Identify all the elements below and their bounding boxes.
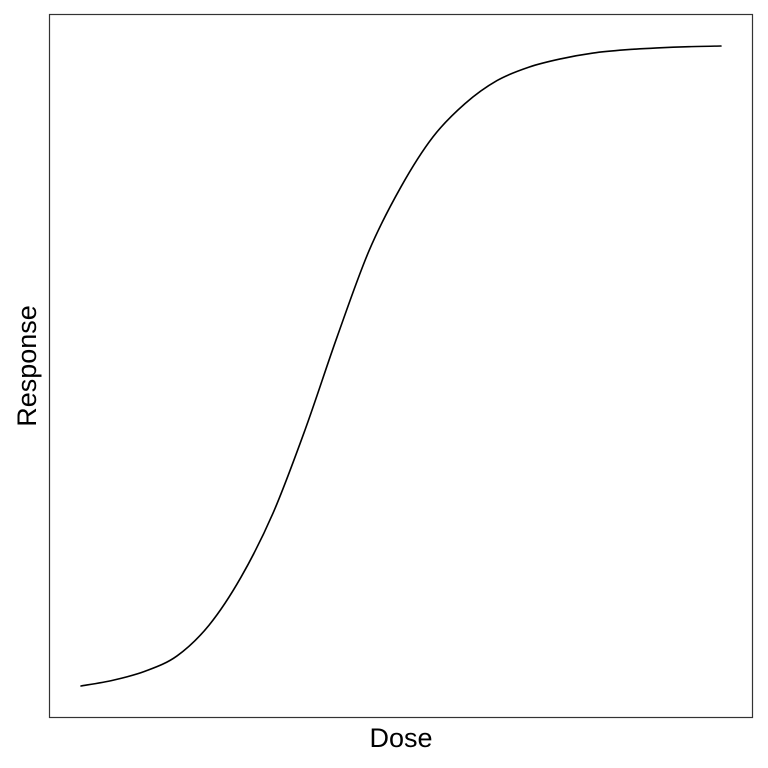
y-axis-title: Response [12,305,42,427]
series-line-0 [80,45,722,687]
x-axis-title: Dose [369,723,432,753]
plot-panel-border [48,13,754,719]
series-layer [80,45,722,687]
